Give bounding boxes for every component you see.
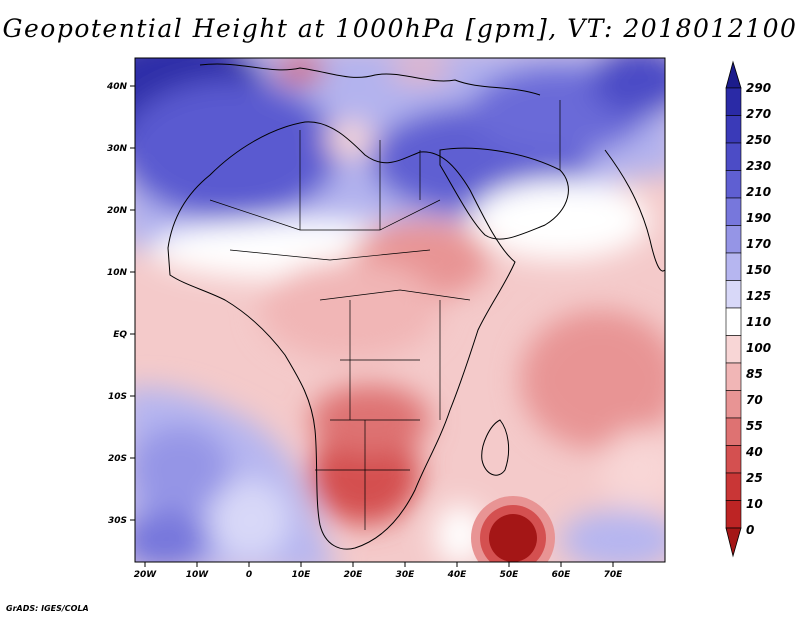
coastlines xyxy=(167,63,665,550)
y-axis-labels: 40N 30N 20N 10N EQ 10S 20S 30S xyxy=(106,82,128,526)
colorbar-label: 10 xyxy=(746,497,763,511)
colorbar-box xyxy=(725,500,742,529)
x-axis-labels: 20W 10W 0 10E 20E 30E 40E 50E 60E 70E xyxy=(134,570,623,580)
x-tick-label: 10E xyxy=(292,570,312,580)
colorbar-label: 150 xyxy=(746,263,771,277)
region-madagascar-south-low xyxy=(471,496,555,562)
map-frame xyxy=(134,57,666,563)
y-tick-label: 30N xyxy=(107,144,128,154)
y-tick-label: 10S xyxy=(108,392,127,402)
colorbar-label: 85 xyxy=(746,367,763,381)
x-tick-label: 40E xyxy=(447,570,468,580)
region-indian-ocean xyxy=(520,310,665,450)
y-tick-label: 30S xyxy=(108,516,127,526)
colorbar-box xyxy=(725,307,742,336)
y-tick-label: EQ xyxy=(113,330,127,340)
india-coastline xyxy=(604,149,665,272)
x-tick-label: 30E xyxy=(396,570,416,580)
colorbar-label: 170 xyxy=(746,237,771,251)
colorbar-box xyxy=(725,115,742,144)
geopotential-field xyxy=(135,58,665,562)
colorbar-box xyxy=(725,252,742,281)
country-borders xyxy=(209,100,561,530)
colorbar-label: 0 xyxy=(746,523,754,537)
colorbar: 290 270 250 230 210 190 170 150 125 110 … xyxy=(725,60,771,558)
colorbar-box xyxy=(725,390,742,419)
africa-coastline xyxy=(167,121,516,550)
y-tick-label: 20S xyxy=(108,454,127,464)
map-title: Geopotential Height at 1000hPa [gpm], VT… xyxy=(2,14,798,43)
colorbar-label: 230 xyxy=(746,159,771,173)
colorbar-box xyxy=(725,142,742,171)
colorbar-box xyxy=(725,417,742,446)
x-tick-label: 20W xyxy=(134,570,158,580)
europe-coastline xyxy=(199,63,541,96)
colorbar-label: 110 xyxy=(746,315,771,329)
colorbar-box xyxy=(725,225,742,254)
colorbar-box xyxy=(725,445,742,474)
x-tick-label: 50E xyxy=(500,570,520,580)
colorbar-box xyxy=(725,197,742,226)
x-tick-label: 60E xyxy=(552,570,572,580)
axis-ticks xyxy=(130,85,614,567)
x-tick-label: 20E xyxy=(344,570,364,580)
colorbar-box xyxy=(725,362,742,391)
colorbar-label: 210 xyxy=(746,185,771,199)
colorbar-label: 25 xyxy=(746,471,763,485)
colorbar-box xyxy=(725,335,742,364)
colorbar-label: 125 xyxy=(746,289,771,303)
colorbar-label: 290 xyxy=(746,81,771,95)
arabia-coastline xyxy=(439,147,569,240)
madagascar-coastline xyxy=(481,419,510,476)
footer-credit: GrADS: IGES/COLA xyxy=(6,604,89,613)
x-tick-label: 70E xyxy=(604,570,624,580)
colorbar-box xyxy=(725,280,742,309)
colorbar-box xyxy=(725,472,742,501)
x-tick-label: 0 xyxy=(246,570,252,580)
colorbar-label: 55 xyxy=(746,419,763,433)
colorbar-bottom-triangle xyxy=(725,527,742,558)
y-tick-label: 40N xyxy=(106,82,128,92)
colorbar-label: 270 xyxy=(746,107,771,121)
colorbar-label: 100 xyxy=(746,341,771,355)
colorbar-top-triangle xyxy=(725,60,742,89)
y-tick-label: 20N xyxy=(107,206,128,216)
y-tick-label: 10N xyxy=(107,268,128,278)
colorbar-box xyxy=(725,170,742,199)
colorbar-label: 40 xyxy=(745,445,763,459)
colorbar-label: 190 xyxy=(746,211,771,225)
colorbar-box xyxy=(725,87,742,116)
x-tick-label: 10W xyxy=(186,570,210,580)
colorbar-label: 70 xyxy=(746,393,763,407)
colorbar-label: 250 xyxy=(746,133,771,147)
